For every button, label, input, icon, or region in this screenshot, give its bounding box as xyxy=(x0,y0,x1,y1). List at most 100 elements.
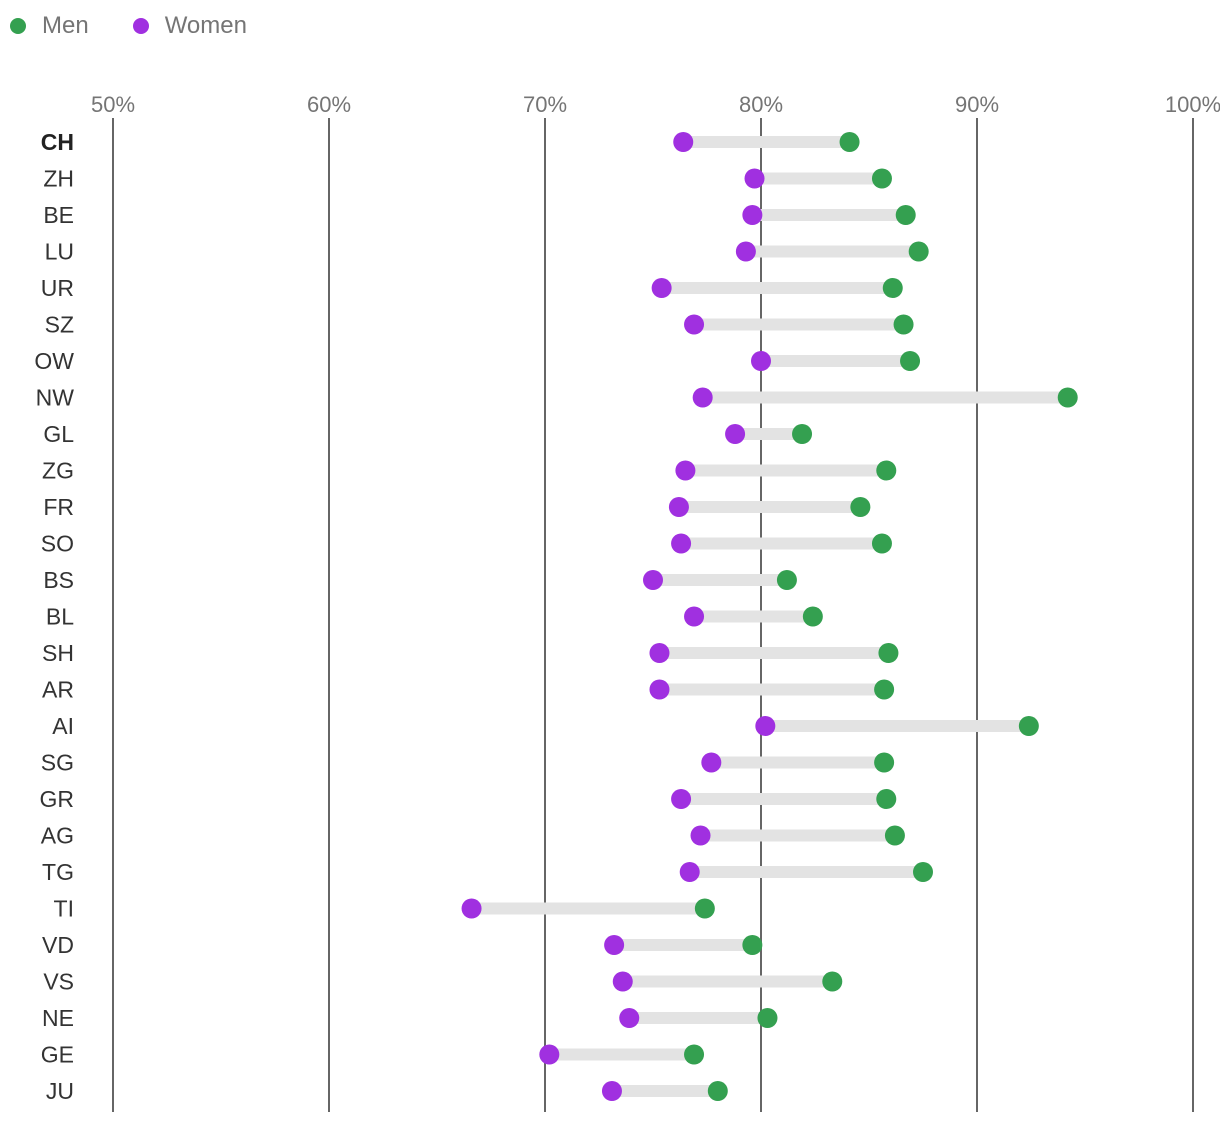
men-point xyxy=(742,935,763,955)
women-point xyxy=(673,132,694,152)
legend: Men Women xyxy=(0,0,281,52)
category-label: ZH xyxy=(43,166,74,192)
x-tick-label: 80% xyxy=(739,92,783,117)
connector-bar xyxy=(653,574,787,586)
men-point xyxy=(871,168,892,189)
x-tick-label: 100% xyxy=(1165,92,1220,117)
connector-bar xyxy=(549,1048,695,1061)
connector-bar xyxy=(754,172,882,185)
category-label: UR xyxy=(41,275,74,301)
women-point xyxy=(668,497,689,517)
women-point xyxy=(649,679,670,700)
data-points xyxy=(461,132,1078,1101)
category-label: GE xyxy=(41,1042,74,1068)
women-point xyxy=(679,862,700,882)
men-point xyxy=(876,789,897,809)
connector-bar xyxy=(614,939,753,951)
connector-bar xyxy=(702,391,1068,404)
men-point xyxy=(757,1008,778,1028)
connector-bar xyxy=(700,829,895,842)
category-label: JU xyxy=(46,1078,74,1104)
women-point xyxy=(612,971,633,992)
women-point xyxy=(651,278,672,298)
legend-marker-women xyxy=(132,18,149,34)
connector-bar xyxy=(685,464,887,477)
connector-bar xyxy=(471,902,705,915)
connector-bar xyxy=(711,756,885,769)
x-axis-ticks: 50% 60% 70% 80% 90% 100% xyxy=(91,92,1220,117)
category-label: NW xyxy=(36,385,75,411)
category-label: NE xyxy=(42,1005,74,1031)
category-labels: CH ZH BE LU UR SZ OW NW GL ZG FR SO BS BL SH AR AI SG GR AG… xyxy=(34,129,74,1104)
gridlines xyxy=(112,118,1194,1112)
men-point xyxy=(895,205,916,225)
legend-label-men: Men xyxy=(42,12,89,39)
women-point xyxy=(671,533,692,554)
men-point xyxy=(1018,716,1039,736)
connector-bar xyxy=(629,1012,768,1024)
connector-bar xyxy=(761,355,911,367)
women-point xyxy=(643,570,663,590)
men-point xyxy=(850,497,871,517)
men-point xyxy=(776,570,797,590)
category-label: ZG xyxy=(42,458,74,484)
women-point xyxy=(742,205,763,225)
women-point xyxy=(684,606,705,627)
category-label: AG xyxy=(41,823,74,849)
women-point xyxy=(684,314,705,335)
x-tick-label: 70% xyxy=(523,92,567,117)
women-point xyxy=(735,241,756,262)
category-label: BE xyxy=(43,202,74,228)
men-point xyxy=(876,460,897,481)
category-label: BS xyxy=(43,567,74,593)
men-point xyxy=(908,241,929,262)
legend-marker-men xyxy=(10,18,26,34)
men-point xyxy=(822,971,843,992)
connector-bar xyxy=(745,245,919,258)
connector-bar xyxy=(678,501,861,513)
category-label: VD xyxy=(42,932,74,958)
category-label: SG xyxy=(41,750,74,776)
women-point xyxy=(692,387,713,408)
legend-item-women: Women xyxy=(123,12,247,40)
connector-bar xyxy=(659,647,889,659)
connector-bar xyxy=(681,537,882,550)
women-point xyxy=(649,643,670,663)
men-point xyxy=(839,132,860,152)
men-point xyxy=(707,1081,728,1101)
connector-bar xyxy=(661,282,893,294)
women-point xyxy=(744,168,765,189)
women-point xyxy=(675,460,696,481)
men-point xyxy=(792,424,813,444)
women-point xyxy=(539,1044,560,1065)
connector-bar xyxy=(694,318,904,331)
connector-bar xyxy=(765,720,1029,732)
women-point xyxy=(755,716,776,736)
category-label: BL xyxy=(46,604,74,630)
connector-bar xyxy=(622,975,833,988)
category-label: SH xyxy=(42,640,74,666)
category-label: TI xyxy=(54,896,74,922)
x-tick-label: 60% xyxy=(307,92,351,117)
women-point xyxy=(461,898,482,919)
women-point xyxy=(751,351,771,371)
connector-bar xyxy=(611,1085,718,1097)
connector-bar xyxy=(659,683,885,696)
women-point xyxy=(619,1008,640,1028)
men-point xyxy=(1057,387,1078,408)
connector-bar xyxy=(689,866,923,878)
category-label: FR xyxy=(43,494,74,520)
category-label: GR xyxy=(40,786,75,812)
men-point xyxy=(913,862,933,882)
connector-bar xyxy=(683,136,850,148)
x-tick-label: 90% xyxy=(955,92,999,117)
x-tick-label: 50% xyxy=(91,92,135,117)
women-point xyxy=(601,1081,622,1101)
category-label: GL xyxy=(43,421,74,447)
men-point xyxy=(874,679,895,700)
category-label: VS xyxy=(43,969,74,995)
women-point xyxy=(725,424,746,444)
men-point xyxy=(802,606,823,627)
men-point xyxy=(884,825,905,846)
